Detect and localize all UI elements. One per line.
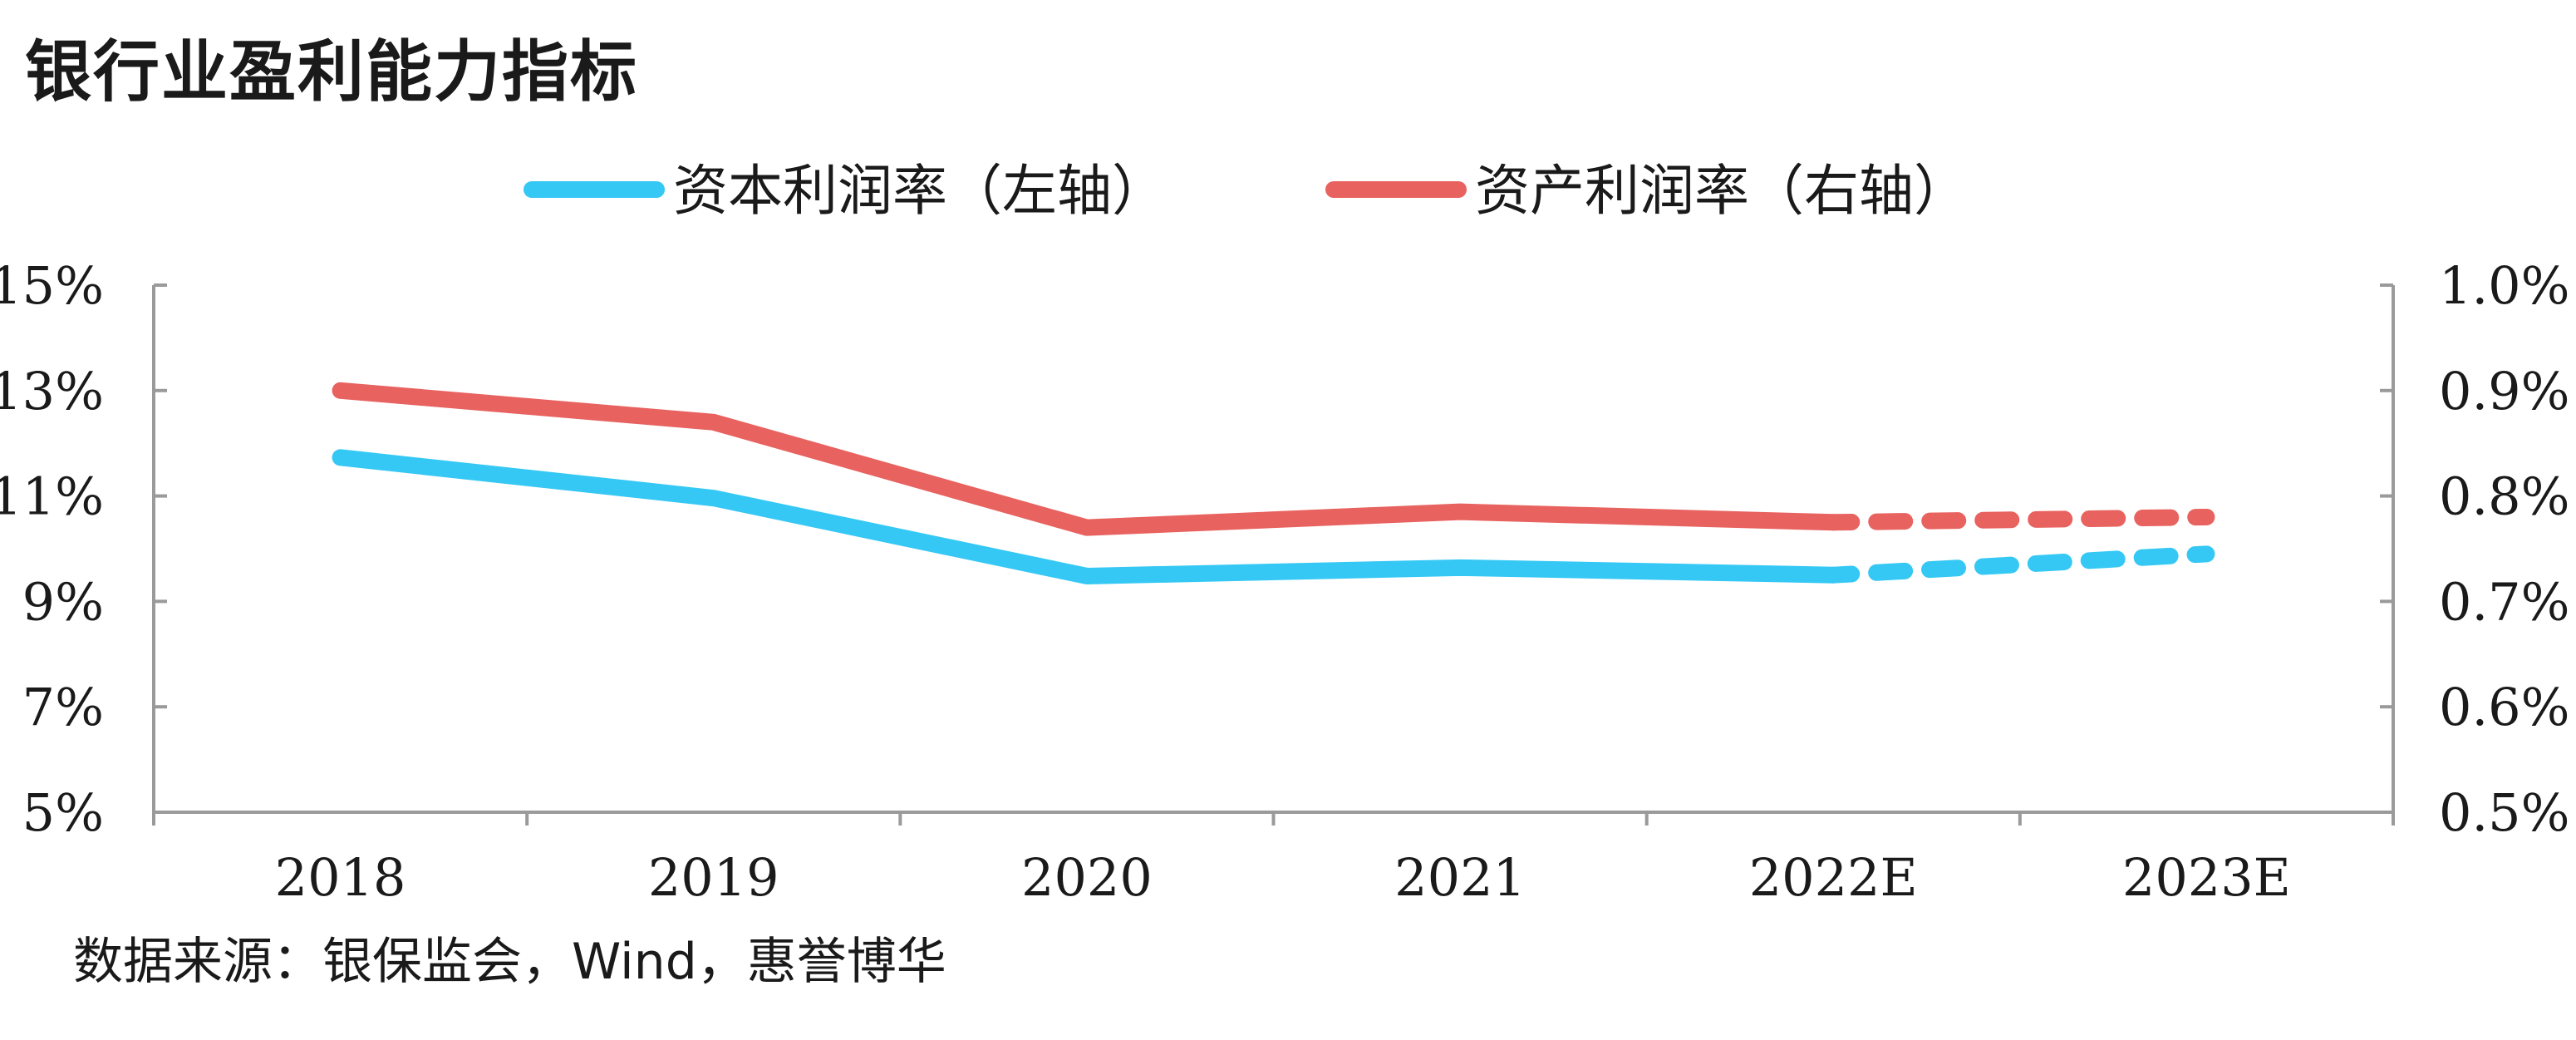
chart-title: 银行业盈利能力指标 bbox=[25, 33, 638, 111]
x-tick-label: 2021 bbox=[1394, 847, 1526, 908]
x-tick-label: 2020 bbox=[1021, 847, 1153, 908]
y-left-tick-label: 13% bbox=[0, 361, 104, 421]
series-line-forecast-0 bbox=[1825, 545, 2215, 584]
x-tick-label: 2019 bbox=[648, 847, 779, 908]
y-right-tick-label: 0.7% bbox=[2439, 571, 2570, 632]
x-tick-label: 2022E bbox=[1749, 847, 1918, 908]
series-line-actual-0 bbox=[332, 449, 1842, 584]
y-left-tick-label: 7% bbox=[22, 677, 104, 737]
y-right-tick-label: 0.5% bbox=[2439, 782, 2570, 843]
x-tick-label: 2023E bbox=[2122, 847, 2291, 908]
chart-series bbox=[332, 382, 2215, 584]
y-left-tick-label: 5% bbox=[22, 782, 104, 843]
y-right-tick-label: 0.6% bbox=[2439, 677, 2570, 737]
y-right-tick-label: 1.0% bbox=[2439, 255, 2570, 316]
series-line-forecast-1 bbox=[1825, 508, 2215, 531]
y-left-tick-label: 9% bbox=[22, 571, 104, 632]
x-tick-label: 2018 bbox=[275, 847, 406, 908]
series-line-actual-1 bbox=[332, 382, 1842, 536]
chart-axes: 5% 7% 9% 11% 13% 15% 0.5% 0.6% 0.7% 0.8% 0.9% 1.0% 2… bbox=[0, 255, 2570, 908]
data-source-note: 数据来源：银保监会，Wind，惠誉博华 bbox=[73, 933, 946, 991]
legend: 资本利润率（左轴） 资产利润率（右轴） bbox=[524, 159, 1969, 223]
legend-label-1: 资产利润率（右轴） bbox=[1475, 159, 1969, 223]
y-left-tick-label: 15% bbox=[0, 255, 104, 316]
y-right-tick-label: 0.9% bbox=[2439, 361, 2570, 421]
y-left-tick-label: 11% bbox=[0, 466, 104, 527]
y-right-tick-label: 0.8% bbox=[2439, 466, 2570, 527]
legend-label-0: 资本利润率（左轴） bbox=[673, 159, 1167, 223]
